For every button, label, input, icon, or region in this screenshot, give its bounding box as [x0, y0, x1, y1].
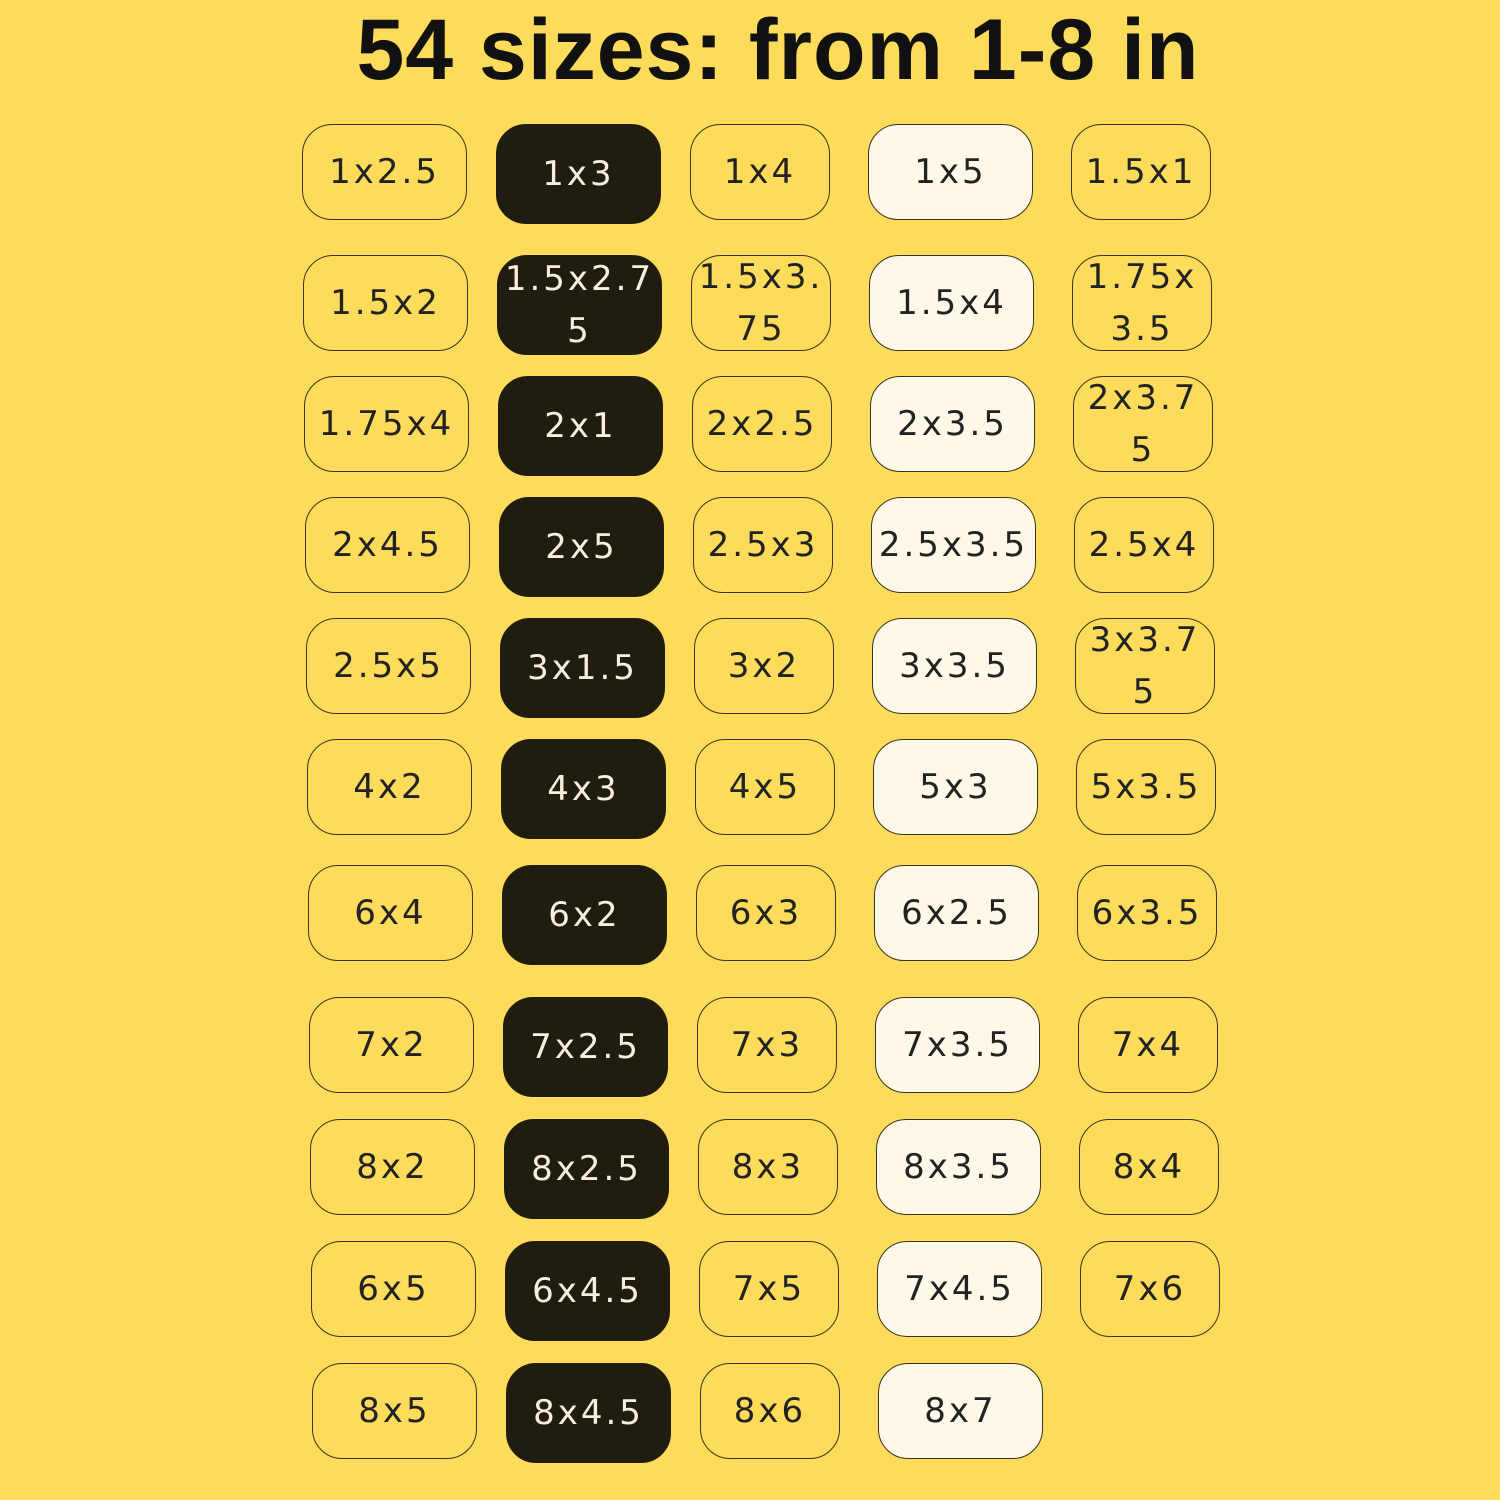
size-option[interactable]: 7x3.5: [875, 997, 1040, 1093]
size-option[interactable]: 8x4.5: [506, 1363, 671, 1463]
size-option[interactable]: 7x5: [699, 1241, 839, 1337]
size-option[interactable]: 2.5x3.5: [871, 497, 1036, 593]
size-option[interactable]: 7x2: [309, 997, 474, 1093]
size-option[interactable]: 7x4: [1078, 997, 1218, 1093]
size-option[interactable]: 2x2.5: [692, 376, 832, 472]
page-title: 54 sizes: from 1-8 in: [356, 2, 1200, 98]
size-option[interactable]: 1.75x3.5: [1072, 255, 1212, 351]
size-option[interactable]: 1.75x4: [304, 376, 469, 472]
size-option[interactable]: 2x1: [498, 376, 663, 476]
size-option[interactable]: 3x2: [694, 618, 834, 714]
size-option[interactable]: 1x2.5: [302, 124, 467, 220]
size-option[interactable]: 8x2.5: [504, 1119, 669, 1219]
size-option[interactable]: 4x2: [307, 739, 472, 835]
size-option[interactable]: 8x3.5: [876, 1119, 1041, 1215]
size-option[interactable]: 7x3: [697, 997, 837, 1093]
size-option[interactable]: 7x6: [1080, 1241, 1220, 1337]
size-option[interactable]: 2.5x4: [1074, 497, 1214, 593]
size-option[interactable]: 7x4.5: [877, 1241, 1042, 1337]
size-option[interactable]: 1.5x2: [303, 255, 468, 351]
size-option[interactable]: 5x3: [873, 739, 1038, 835]
size-option[interactable]: 8x7: [878, 1363, 1043, 1459]
size-option[interactable]: 3x1.5: [500, 618, 665, 718]
size-option[interactable]: 2x5: [499, 497, 664, 597]
size-option[interactable]: 6x3: [696, 865, 836, 961]
size-option[interactable]: 1.5x2.75: [497, 255, 662, 355]
size-option[interactable]: 1x5: [868, 124, 1033, 220]
size-option[interactable]: 2x3.5: [870, 376, 1035, 472]
size-option[interactable]: 6x2.5: [874, 865, 1039, 961]
size-option[interactable]: 4x5: [695, 739, 835, 835]
size-option[interactable]: 7x2.5: [503, 997, 668, 1097]
size-option[interactable]: 6x4.5: [505, 1241, 670, 1341]
size-option[interactable]: 8x3: [698, 1119, 838, 1215]
size-option[interactable]: 1.5x3.75: [691, 255, 831, 351]
size-option[interactable]: 8x2: [310, 1119, 475, 1215]
size-option[interactable]: 8x6: [700, 1363, 840, 1459]
size-option[interactable]: 2x4.5: [305, 497, 470, 593]
size-option[interactable]: 1x3: [496, 124, 661, 224]
size-option[interactable]: 2.5x3: [693, 497, 833, 593]
size-option[interactable]: 8x5: [312, 1363, 477, 1459]
size-option[interactable]: 3x3.75: [1075, 618, 1215, 714]
size-option[interactable]: 6x4: [308, 865, 473, 961]
size-option[interactable]: 6x3.5: [1077, 865, 1217, 961]
size-option[interactable]: 2.5x5: [306, 618, 471, 714]
size-option[interactable]: 5x3.5: [1076, 739, 1216, 835]
size-option[interactable]: 8x4: [1079, 1119, 1219, 1215]
size-option[interactable]: 6x5: [311, 1241, 476, 1337]
size-option[interactable]: 1.5x4: [869, 255, 1034, 351]
size-option[interactable]: 6x2: [502, 865, 667, 965]
size-option[interactable]: 4x3: [501, 739, 666, 839]
size-option[interactable]: 2x3.75: [1073, 376, 1213, 472]
size-option[interactable]: 3x3.5: [872, 618, 1037, 714]
size-option[interactable]: 1.5x1: [1071, 124, 1211, 220]
size-option[interactable]: 1x4: [690, 124, 830, 220]
